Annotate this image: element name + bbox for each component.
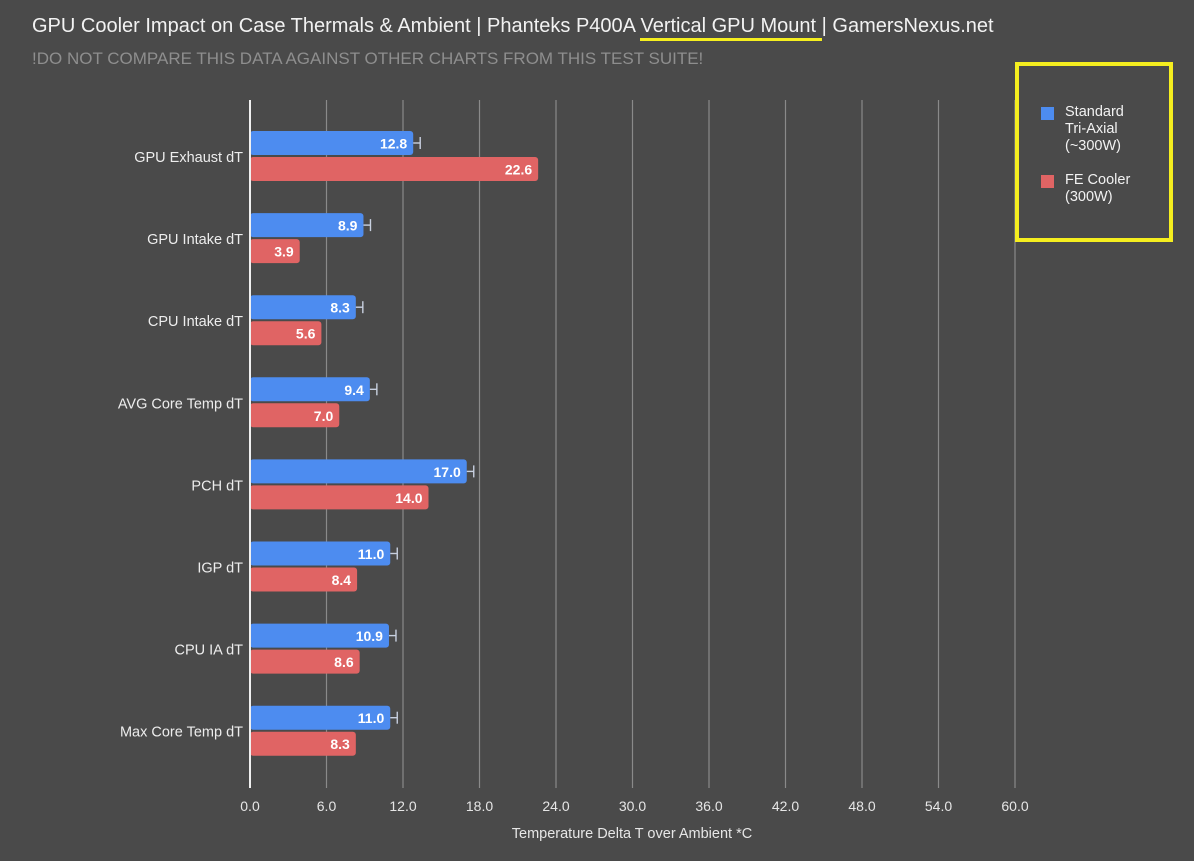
value-label-s0-7: 11.0: [358, 710, 385, 726]
value-label-s1-6: 8.6: [334, 654, 354, 670]
chart-subtitle: !DO NOT COMPARE THIS DATA AGAINST OTHER …: [32, 49, 704, 68]
x-tick-label-1: 6.0: [317, 798, 337, 814]
x-tick-label-8: 48.0: [848, 798, 875, 814]
x-tick-label-10: 60.0: [1001, 798, 1028, 814]
bar-s0-7: [250, 705, 391, 730]
category-label-2: CPU Intake dT: [148, 314, 243, 330]
bar-s1-2: [250, 321, 322, 346]
value-label-s1-1: 3.9: [274, 244, 294, 260]
category-label-6: CPU IA dT: [175, 643, 244, 659]
legend: Standard Tri-Axial (~300W) FE Cooler (30…: [1015, 62, 1173, 242]
x-tick-label-9: 54.0: [925, 798, 952, 814]
x-tick-label-3: 18.0: [466, 798, 493, 814]
x-tick-label-4: 24.0: [542, 798, 569, 814]
x-tick-label-2: 12.0: [389, 798, 416, 814]
title-highlight: Vertical GPU Mount: [640, 15, 822, 41]
value-label-s0-0: 12.8: [380, 136, 407, 152]
bar-s1-7: [250, 731, 356, 756]
bar-s1-0: [250, 157, 539, 181]
x-tick-label-6: 36.0: [695, 798, 722, 814]
legend-swatch-standard: [1041, 107, 1054, 120]
bar-s0-1: [250, 213, 364, 238]
bar-s0-4: [250, 459, 467, 484]
category-label-1: GPU Intake dT: [147, 232, 243, 248]
bar-s1-6: [250, 649, 360, 674]
chart-title: GPU Cooler Impact on Case Thermals & Amb…: [32, 15, 994, 41]
value-label-s0-6: 10.9: [356, 628, 383, 644]
bar-s0-5: [250, 541, 391, 566]
category-label-5: IGP dT: [197, 561, 243, 577]
bar-s1-5: [250, 567, 358, 592]
legend-label-standard: Standard Tri-Axial (~300W): [1065, 104, 1124, 154]
value-label-s1-4: 14.0: [395, 490, 422, 506]
value-label-s1-0: 22.6: [505, 162, 532, 178]
bar-s0-0: [250, 131, 414, 155]
category-label-0: GPU Exhaust dT: [134, 150, 243, 166]
category-label-7: Max Core Temp dT: [120, 725, 243, 741]
value-label-s1-2: 5.6: [296, 326, 316, 342]
x-tick-label-0: 0.0: [240, 798, 260, 814]
bar-s1-1: [250, 239, 300, 264]
legend-label-fe: FE Cooler (300W): [1065, 172, 1131, 205]
value-label-s0-5: 11.0: [358, 546, 385, 562]
value-label-s0-1: 8.9: [338, 218, 358, 234]
bar-s1-4: [250, 485, 429, 510]
category-label-3: AVG Core Temp dT: [118, 396, 243, 412]
title-site: | GamersNexus.net: [821, 15, 994, 37]
legend-swatch-fe: [1041, 175, 1054, 188]
category-label-4: PCH dT: [191, 478, 243, 494]
bar-s1-3: [250, 403, 340, 428]
bar-s0-6: [250, 623, 389, 648]
x-axis-title: Temperature Delta T over Ambient *C: [512, 826, 752, 842]
title-main: GPU Cooler Impact on Case Thermals & Amb…: [32, 15, 641, 37]
bar-s0-2: [250, 295, 356, 320]
legend-item-fe: FE Cooler (300W): [1041, 172, 1155, 206]
legend-item-standard: Standard Tri-Axial (~300W): [1041, 104, 1155, 155]
value-label-s1-5: 8.4: [332, 572, 352, 588]
value-label-s0-3: 9.4: [344, 382, 364, 398]
value-label-s1-7: 8.3: [330, 736, 350, 752]
value-label-s1-3: 7.0: [314, 408, 334, 424]
bar-s0-3: [250, 377, 370, 402]
x-tick-label-5: 30.0: [619, 798, 646, 814]
x-tick-label-7: 42.0: [772, 798, 799, 814]
value-label-s0-4: 17.0: [434, 464, 461, 480]
value-label-s0-2: 8.3: [330, 300, 350, 316]
